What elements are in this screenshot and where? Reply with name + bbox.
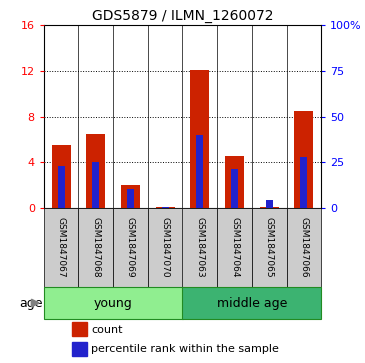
Bar — [86, 134, 105, 208]
Title: GDS5879 / ILMN_1260072: GDS5879 / ILMN_1260072 — [92, 9, 273, 23]
Bar — [252, 208, 287, 287]
Bar — [44, 287, 182, 319]
Bar — [127, 189, 134, 208]
Bar — [72, 342, 87, 356]
Bar — [217, 208, 252, 287]
Bar — [113, 208, 148, 287]
Bar — [260, 207, 279, 208]
Text: middle age: middle age — [217, 297, 287, 310]
Bar — [162, 207, 169, 208]
Text: GSM1847066: GSM1847066 — [299, 217, 308, 278]
Bar — [196, 135, 203, 208]
Bar — [300, 156, 307, 208]
Bar — [155, 207, 175, 208]
Text: GSM1847069: GSM1847069 — [126, 217, 135, 278]
Text: GSM1847063: GSM1847063 — [195, 217, 204, 278]
Text: GSM1847068: GSM1847068 — [91, 217, 100, 278]
Text: GSM1847067: GSM1847067 — [57, 217, 66, 278]
Text: count: count — [91, 325, 123, 335]
Text: GSM1847064: GSM1847064 — [230, 217, 239, 278]
Bar — [287, 208, 321, 287]
Text: age: age — [20, 297, 43, 310]
Bar — [294, 111, 314, 208]
Text: GSM1847065: GSM1847065 — [265, 217, 274, 278]
Text: GSM1847070: GSM1847070 — [161, 217, 170, 278]
Bar — [92, 162, 99, 208]
Bar — [78, 208, 113, 287]
Bar — [231, 170, 238, 208]
Bar — [44, 208, 78, 287]
Text: percentile rank within the sample: percentile rank within the sample — [91, 344, 279, 354]
Text: young: young — [94, 297, 132, 310]
Bar — [266, 200, 273, 208]
Bar — [72, 322, 87, 337]
Bar — [51, 145, 71, 208]
Bar — [148, 208, 182, 287]
Bar — [58, 166, 65, 208]
Bar — [182, 208, 217, 287]
Bar — [182, 287, 321, 319]
Bar — [225, 156, 244, 208]
Bar — [190, 70, 210, 208]
Bar — [121, 185, 140, 208]
